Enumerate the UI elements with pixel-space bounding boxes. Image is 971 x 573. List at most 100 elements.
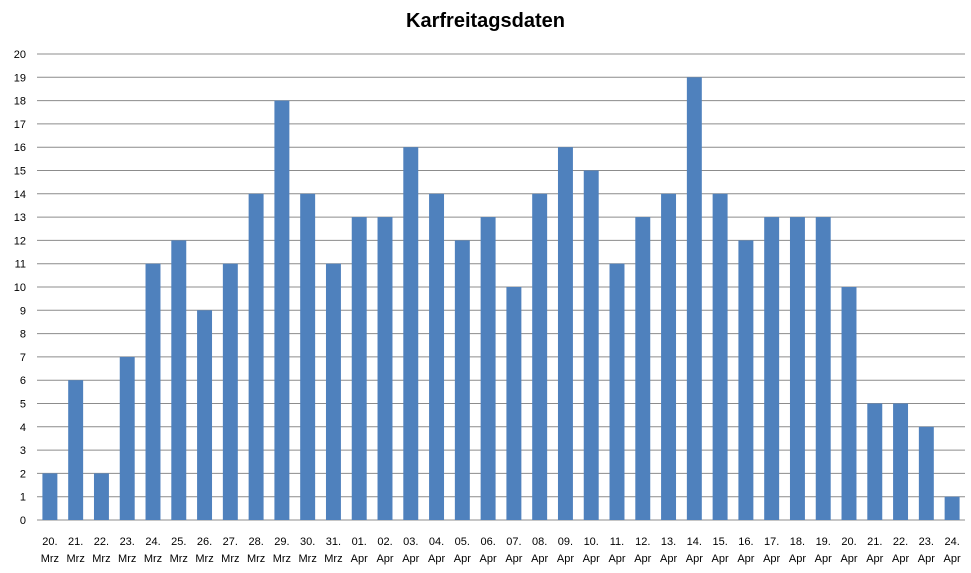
x-tick-label-month: Mrz (92, 553, 110, 565)
x-tick-label-month: Apr (866, 553, 883, 565)
y-tick-label: 3 (20, 445, 26, 457)
x-tick-label-day: 13. (661, 536, 676, 548)
x-tick-label-month: Mrz (324, 553, 342, 565)
x-tick-label-month: Mrz (195, 553, 213, 565)
x-tick-label-month: Apr (686, 553, 703, 565)
bar (42, 473, 58, 520)
bar (93, 473, 109, 520)
x-tick-label-month: Apr (634, 553, 651, 565)
x-tick-label-month: Apr (557, 553, 574, 565)
x-tick-label-day: 17. (764, 536, 779, 548)
bar (686, 77, 702, 521)
bar (403, 147, 419, 520)
x-tick-label-day: 01. (352, 536, 367, 548)
x-tick-label-day: 18. (790, 536, 805, 548)
x-tick-label-month: Mrz (273, 553, 291, 565)
x-tick-label-month: Apr (531, 553, 548, 565)
y-tick-label: 7 (20, 352, 26, 364)
x-tick-label-month: Apr (376, 553, 393, 565)
y-tick-label: 5 (20, 399, 26, 411)
x-tick-label-day: 07. (506, 536, 521, 548)
x-tick-label-day: 20. (42, 536, 57, 548)
bar (248, 193, 264, 521)
x-tick-label-month: Mrz (144, 553, 162, 565)
x-tick-label-day: 23. (120, 536, 135, 548)
y-tick-label: 6 (20, 375, 26, 387)
x-tick-label-month: Apr (402, 553, 419, 565)
x-tick-label-day: 26. (197, 536, 212, 548)
y-tick-label: 14 (14, 189, 26, 201)
x-tick-label-month: Mrz (118, 553, 136, 565)
x-tick-label-day: 04. (429, 536, 444, 548)
x-tick-label-month: Apr (583, 553, 600, 565)
y-tick-label: 15 (14, 166, 26, 178)
bar (815, 217, 831, 520)
x-tick-label-month: Apr (505, 553, 522, 565)
bar (789, 217, 805, 520)
x-tick-label-day: 15. (712, 536, 727, 548)
x-tick-label-month: Mrz (41, 553, 59, 565)
chart-title: Karfreitagsdaten (406, 10, 565, 32)
bar (532, 193, 548, 521)
x-tick-label-day: 10. (584, 536, 599, 548)
y-tick-label: 4 (20, 422, 26, 434)
y-tick-label: 16 (14, 142, 26, 154)
x-tick-label-month: Apr (454, 553, 471, 565)
y-tick-label: 10 (14, 282, 26, 294)
bar (661, 193, 677, 521)
y-tick-label: 20 (14, 49, 26, 61)
bar (867, 403, 883, 520)
y-tick-label: 0 (20, 515, 26, 527)
x-tick-label-day: 29. (274, 536, 289, 548)
y-tick-label: 19 (14, 72, 26, 84)
x-tick-label-month: Mrz (67, 553, 85, 565)
bar (764, 217, 780, 520)
x-tick-label-month: Mrz (221, 553, 239, 565)
x-tick-label-month: Apr (428, 553, 445, 565)
bar (222, 263, 238, 520)
x-tick-label-month: Mrz (170, 553, 188, 565)
x-tick-label-month: Apr (480, 553, 497, 565)
x-tick-label-month: Apr (815, 553, 832, 565)
bar (145, 263, 161, 520)
x-tick-label-day: 16. (738, 536, 753, 548)
bar (635, 217, 651, 520)
y-tick-label: 17 (14, 119, 26, 131)
x-tick-label-month: Apr (608, 553, 625, 565)
x-tick-label-month: Apr (789, 553, 806, 565)
x-tick-label-day: 14. (687, 536, 702, 548)
y-tick-label: 11 (15, 259, 26, 271)
bar (429, 193, 445, 521)
x-tick-label-month: Apr (660, 553, 677, 565)
x-tick-label-day: 21. (68, 536, 83, 548)
x-tick-label-month: Mrz (299, 553, 317, 565)
x-tick-label-month: Apr (892, 553, 909, 565)
bar (454, 240, 470, 520)
bar (377, 217, 393, 520)
x-tick-label-day: 23. (919, 536, 934, 548)
x-tick-label-day: 22. (893, 536, 908, 548)
bar (583, 170, 599, 520)
y-tick-label: 8 (20, 329, 26, 341)
y-tick-label: 9 (20, 305, 26, 317)
x-tick-label-day: 24. (145, 536, 160, 548)
bar (893, 403, 909, 520)
x-tick-label-month: Apr (944, 553, 961, 565)
bar (609, 263, 625, 520)
bar (351, 217, 367, 520)
bar (738, 240, 754, 520)
x-tick-label-day: 22. (94, 536, 109, 548)
bar (506, 287, 522, 520)
x-tick-label-day: 31. (326, 536, 341, 548)
x-tick-label-day: 06. (480, 536, 495, 548)
x-tick-label-day: 02. (377, 536, 392, 548)
x-tick-label-month: Mrz (247, 553, 265, 565)
x-tick-label-day: 05. (455, 536, 470, 548)
x-tick-label-month: Apr (712, 553, 729, 565)
y-tick-label: 12 (14, 235, 26, 247)
x-tick-label-day: 28. (248, 536, 263, 548)
bar (119, 356, 135, 520)
bar (944, 496, 960, 520)
y-tick-label: 2 (20, 468, 26, 480)
